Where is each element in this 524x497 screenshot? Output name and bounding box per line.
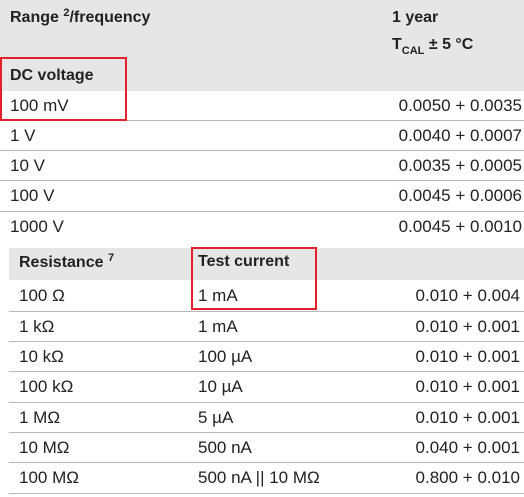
voltage-header-row: Range 2/frequency 1 year TCAL ± 5 °C	[0, 0, 524, 60]
accuracy-header-line2: TCAL ± 5 °C	[392, 36, 474, 57]
accuracy-cell: 0.040 + 0.001	[415, 438, 520, 457]
current-cell: 100 µA	[198, 347, 253, 366]
table-row: 1000 V 0.0045 + 0.0010	[0, 212, 524, 242]
table-row: 1 MΩ 5 µA 0.010 + 0.001	[9, 403, 524, 433]
accuracy-cell: 0.800 + 0.010	[415, 468, 520, 487]
dc-voltage-label: DC voltage	[10, 67, 94, 84]
resistance-header: Resistance 7	[19, 252, 115, 271]
resistance-cell: 1 MΩ	[19, 408, 61, 427]
table-row: 100 mV 0.0050 + 0.0035	[0, 91, 524, 121]
range-cell: 100 mV	[10, 96, 69, 115]
accuracy-cell: 0.010 + 0.001	[415, 347, 520, 366]
range-cell: 100 V	[10, 186, 55, 205]
current-cell: 1 mA	[198, 286, 238, 305]
resistance-cell: 100 kΩ	[19, 377, 74, 396]
range-cell: 1 V	[10, 126, 36, 145]
resistance-cell: 100 Ω	[19, 286, 65, 305]
current-cell: 5 µA	[198, 408, 234, 427]
accuracy-cell: 0.010 + 0.001	[415, 377, 520, 396]
current-cell: 1 mA	[198, 317, 238, 336]
dc-voltage-section-row: DC voltage	[0, 60, 524, 91]
accuracy-cell: 0.010 + 0.001	[415, 317, 520, 336]
highlight-box-test-current	[191, 247, 317, 310]
resistance-cell: 10 kΩ	[19, 347, 64, 366]
range-cell: 1000 V	[10, 217, 64, 236]
accuracy-cell: 0.0050 + 0.0035	[398, 96, 522, 115]
table-row: 10 MΩ 500 nA 0.040 + 0.001	[9, 433, 524, 463]
accuracy-cell: 0.0045 + 0.0010	[398, 217, 522, 236]
accuracy-cell: 0.010 + 0.004	[415, 286, 520, 305]
table-row: 10 V 0.0035 + 0.0005	[0, 151, 524, 181]
current-cell: 500 nA || 10 MΩ	[198, 468, 320, 487]
accuracy-cell: 0.0045 + 0.0006	[398, 186, 522, 205]
test-current-header: Test current	[198, 253, 290, 270]
resistance-cell: 100 MΩ	[19, 468, 79, 487]
accuracy-cell: 0.010 + 0.001	[415, 408, 520, 427]
table-row: 100 MΩ 500 nA || 10 MΩ 0.800 + 0.010	[9, 463, 524, 494]
range-cell: 10 V	[10, 156, 45, 175]
current-cell: 500 nA	[198, 438, 252, 457]
accuracy-cell: 0.0035 + 0.0005	[398, 156, 522, 175]
table-row: 100 Ω 1 mA 0.010 + 0.004	[9, 280, 524, 312]
table-row: 100 V 0.0045 + 0.0006	[0, 181, 524, 212]
range-header: Range 2/frequency	[10, 7, 151, 26]
table-row: 1 kΩ 1 mA 0.010 + 0.001	[9, 312, 524, 342]
table-row: 1 V 0.0040 + 0.0007	[0, 121, 524, 151]
current-cell: 10 µA	[198, 377, 243, 396]
table-row: 10 kΩ 100 µA 0.010 + 0.001	[9, 342, 524, 372]
resistance-cell: 1 kΩ	[19, 317, 55, 336]
accuracy-cell: 0.0040 + 0.0007	[398, 126, 522, 145]
accuracy-header-line1: 1 year	[392, 9, 439, 26]
highlight-box-dc-voltage	[0, 57, 127, 121]
resistance-header-row: Resistance 7 Test current	[9, 248, 524, 280]
resistance-cell: 10 MΩ	[19, 438, 70, 457]
table-row: 100 kΩ 10 µA 0.010 + 0.001	[9, 372, 524, 403]
